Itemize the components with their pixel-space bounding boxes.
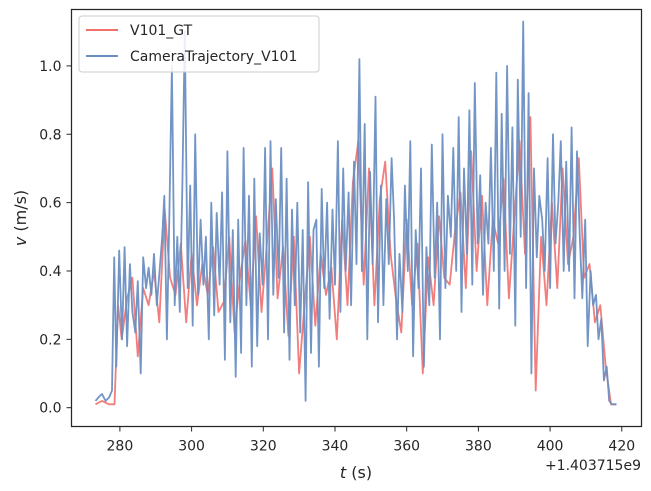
y-tick-label: 0.4 <box>39 264 61 280</box>
x-tick-label: 300 <box>178 439 205 455</box>
x-tick-label: 400 <box>537 439 564 455</box>
x-tick-label: 280 <box>107 439 134 455</box>
y-tick-label: 0.8 <box>39 127 61 143</box>
y-tick-label: 0.0 <box>39 401 61 417</box>
y-axis-variable: v <box>11 236 30 246</box>
series-layer <box>94 20 617 406</box>
x-tick-label: 320 <box>250 439 277 455</box>
x-ticks: 280 300 320 340 360 380 400 420 <box>107 426 635 455</box>
x-tick-label: 340 <box>322 439 349 455</box>
x-axis-unit: s <box>358 463 366 482</box>
x-offset-label: +1.403715e9 <box>545 458 641 474</box>
x-tick-label: 360 <box>393 439 420 455</box>
y-axis-unit: m/s <box>11 196 30 225</box>
y-tick-label: 1.0 <box>39 59 61 75</box>
x-axis-variable: t <box>340 463 347 482</box>
legend-label-gt: V101_GT <box>130 23 193 39</box>
y-tick-label: 0.6 <box>39 196 61 212</box>
legend-label-camera: CameraTrajectory_V101 <box>130 49 297 65</box>
x-tick-label: 380 <box>465 439 492 455</box>
y-axis-label: v (m/s) <box>11 190 30 246</box>
legend-frame <box>78 15 320 73</box>
y-tick-label: 0.2 <box>39 332 61 348</box>
y-ticks: 0.0 0.2 0.4 0.6 0.8 1.0 <box>39 59 72 417</box>
x-axis-label: t (s) <box>340 463 372 482</box>
series-line-camera <box>94 20 617 406</box>
legend: V101_GT CameraTrajectory_V101 <box>78 15 320 73</box>
x-tick-label: 420 <box>608 439 635 455</box>
